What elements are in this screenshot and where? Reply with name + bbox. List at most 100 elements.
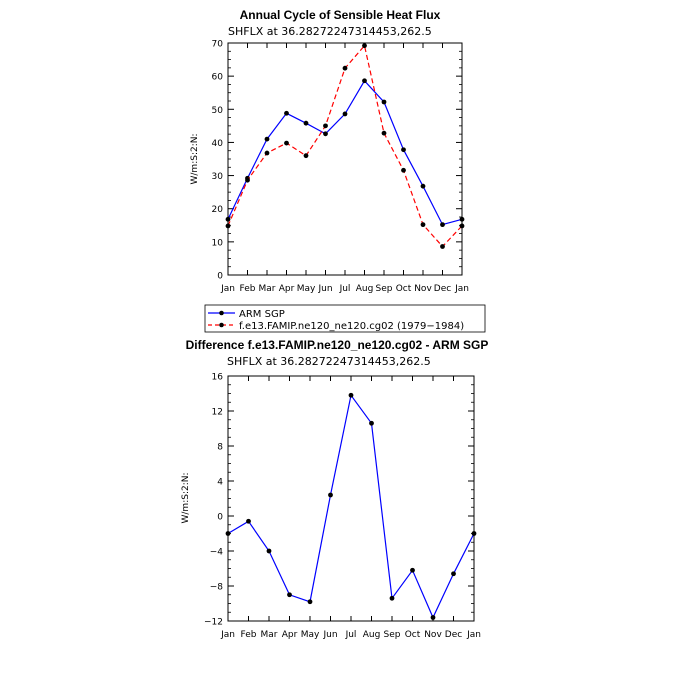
chart-subtitle: SHFLX at 36.28272247314453,262.5 — [228, 25, 432, 38]
x-tick-label: Jan — [454, 284, 469, 294]
data-point — [266, 548, 272, 554]
legend-box — [204, 304, 486, 333]
data-point — [323, 131, 328, 137]
series-group — [225, 43, 465, 249]
data-point — [401, 147, 406, 153]
legend: ARM SGP f.e13.FAMIP.ne120_ne120.cg02 (19… — [204, 304, 486, 333]
y-tick-label: 16 — [212, 373, 224, 383]
x-tick-label: May — [301, 630, 320, 640]
chart-subtitle: SHFLX at 36.28272247314453,262.5 — [227, 355, 431, 368]
chart-title: Annual Cycle of Sensible Heat Flux — [240, 8, 441, 22]
data-point — [245, 177, 250, 183]
data-point — [342, 111, 348, 117]
data-point — [264, 150, 270, 156]
legend-label-model: f.e13.FAMIP.ne120_ne120.cg02 (1979−1984) — [239, 321, 464, 332]
data-point — [348, 392, 354, 398]
x-tick-label: Jun — [322, 630, 337, 640]
data-point — [440, 244, 445, 249]
x-tick-label: Jan — [466, 630, 481, 640]
data-point — [287, 592, 292, 598]
x-tick-label: Aug — [356, 284, 374, 294]
data-point — [430, 615, 436, 620]
annual-cycle-panel: Annual Cycle of Sensible Heat Flux SHFLX… — [190, 8, 486, 333]
data-point — [307, 599, 313, 605]
x-tick-label: Jan — [220, 630, 235, 640]
x-tick-label: Jul — [345, 630, 357, 640]
x-tick-label: Nov — [424, 630, 442, 640]
data-point — [303, 120, 309, 126]
data-point — [420, 222, 426, 228]
y-tick-label: 12 — [212, 408, 223, 418]
y-tick-label: 0 — [217, 513, 223, 523]
chart-title: Difference f.e13.FAMIP.ne120_ne120.cg02 … — [186, 338, 489, 352]
data-point — [323, 123, 328, 129]
data-point — [225, 531, 231, 536]
data-point — [420, 183, 426, 189]
legend-marker-arm — [219, 310, 224, 316]
x-tick-label: Mar — [261, 630, 278, 640]
y-tick-label: −8 — [210, 583, 224, 593]
data-point — [342, 65, 348, 71]
y-tick-label: 30 — [212, 172, 224, 182]
x-tick-label: Dec — [445, 630, 462, 640]
x-tick-label: Sep — [376, 284, 393, 294]
x-tick-label: Feb — [240, 284, 256, 294]
data-point — [264, 136, 270, 142]
data-point — [381, 130, 387, 136]
x-tick-label: Sep — [384, 630, 401, 640]
legend-label-arm: ARM SGP — [239, 309, 285, 320]
x-tick-label: Jan — [220, 284, 235, 294]
x-tick-label: Aug — [363, 630, 381, 640]
data-point — [459, 223, 465, 229]
y-tick-label: 4 — [217, 478, 223, 488]
y-tick-label: 50 — [212, 106, 224, 116]
difference-panel: Difference f.e13.FAMIP.ne120_ne120.cg02 … — [181, 338, 488, 640]
data-point — [440, 222, 445, 228]
data-point — [225, 223, 231, 229]
axis-ticks: Jan Feb Mar Apr May Jun Jul Aug Sep Oct Nov Dec Jan0… — [212, 40, 469, 295]
axis-ticks: Jan Feb Mar Apr May Jun Jul Aug Sep Oct Nov Dec Jan −… — [204, 373, 481, 641]
y-tick-label: 0 — [217, 272, 223, 282]
data-point — [284, 110, 289, 116]
data-point — [410, 567, 415, 573]
data-point — [246, 518, 251, 524]
series-line — [227, 393, 475, 619]
data-point — [381, 99, 387, 105]
series-line — [227, 79, 463, 226]
x-tick-label: Apr — [282, 630, 298, 640]
legend-marker-model — [219, 322, 224, 328]
x-tick-label: May — [297, 284, 316, 294]
x-tick-label: Oct — [396, 284, 412, 294]
data-point — [303, 153, 309, 159]
x-tick-label: Dec — [434, 284, 451, 294]
y-tick-label: 8 — [217, 443, 223, 453]
data-point — [401, 167, 406, 173]
x-tick-label: Feb — [241, 630, 257, 640]
data-point — [328, 492, 333, 498]
y-tick-label: 40 — [212, 139, 224, 149]
y-tick-label: −4 — [210, 548, 224, 558]
data-point — [451, 571, 456, 577]
data-point — [389, 595, 395, 601]
data-point — [225, 216, 231, 222]
series-group — [225, 392, 477, 620]
y-tick-label: 60 — [212, 73, 224, 83]
y-axis-label: W/m:S:2:N: — [190, 134, 200, 185]
y-axis-label: W/m:S:2:N: — [181, 473, 191, 524]
data-point — [362, 78, 367, 84]
data-point — [284, 140, 289, 146]
data-point — [362, 43, 367, 49]
y-tick-label: 10 — [212, 238, 224, 248]
x-tick-label: Oct — [405, 630, 421, 640]
plot-frame — [227, 375, 475, 622]
x-tick-label: Mar — [259, 284, 276, 294]
x-tick-label: Apr — [279, 284, 295, 294]
data-point — [471, 531, 477, 536]
data-point — [369, 420, 374, 426]
x-tick-label: Jun — [317, 284, 332, 294]
x-tick-label: Nov — [414, 284, 432, 294]
y-tick-label: 20 — [212, 205, 224, 215]
y-tick-label: −12 — [204, 618, 223, 628]
data-point — [459, 216, 465, 222]
